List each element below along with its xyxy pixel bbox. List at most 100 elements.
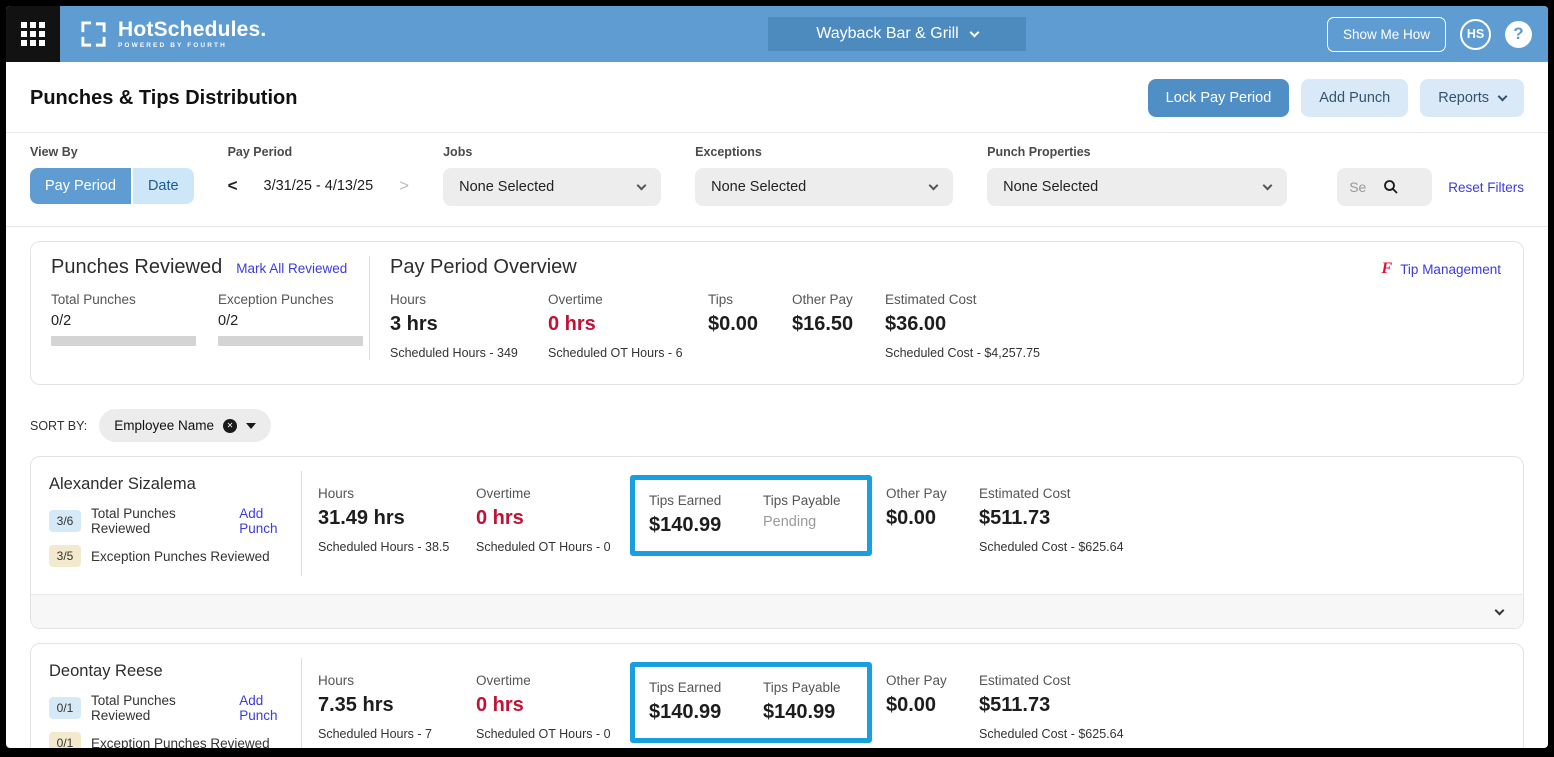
other-pay-stat: Other Pay $0.00 — [886, 660, 979, 748]
top-nav-right: Show Me How HS ? — [1326, 6, 1548, 62]
tips-earned-value: $140.99 — [649, 701, 722, 723]
search-icon[interactable] — [1383, 179, 1399, 195]
chevron-down-icon — [636, 180, 647, 190]
vertical-divider — [301, 658, 302, 748]
exception-punches-label: Exception Punches — [218, 292, 334, 307]
hours-label: Hours — [318, 486, 355, 501]
total-punches-reviewed-label: Total Punches Reviewed — [91, 506, 176, 536]
exception-punches-stat: Exception Punches 0/2 — [218, 279, 363, 346]
help-icon[interactable]: ? — [1505, 20, 1532, 48]
header-actions: Lock Pay Period Add Punch Reports — [1147, 79, 1524, 117]
exception-punches-badge: 0/1 — [49, 732, 81, 748]
pay-period-label: Pay Period — [227, 145, 293, 159]
other-pay-label: Other Pay — [886, 486, 947, 501]
chevron-down-icon — [1497, 91, 1508, 101]
hours-value: 3 hrs — [390, 313, 438, 335]
search-box — [1337, 168, 1433, 206]
overtime-value: 0 hrs — [548, 313, 596, 335]
previous-period-icon[interactable]: < — [227, 176, 238, 195]
overtime-value: 0 hrs — [476, 507, 524, 529]
punches-reviewed-section: Punches Reviewed Mark All Reviewed Total… — [51, 256, 363, 360]
add-punch-link[interactable]: Add Punch — [239, 506, 278, 536]
employee-info: Alexander Sizalema 3/6 Total Punches Rev… — [49, 471, 301, 576]
add-punch-link[interactable]: Add Punch — [239, 693, 278, 723]
overview-card: Punches Reviewed Mark All Reviewed Total… — [30, 241, 1524, 385]
remove-sort-icon[interactable] — [223, 418, 237, 433]
hours-stat: Hours 3 hrs Scheduled Hours - 349 — [390, 279, 548, 360]
lock-pay-period-button[interactable]: Lock Pay Period — [1147, 79, 1290, 117]
hours-stat: Hours 31.49 hrs Scheduled Hours - 38.5 — [318, 473, 476, 576]
hours-label: Hours — [318, 673, 355, 688]
punch-properties-select[interactable]: None Selected — [987, 168, 1288, 206]
hours-sub: Scheduled Hours - 7 — [318, 727, 432, 741]
add-punch-button[interactable]: Add Punch — [1301, 79, 1409, 117]
chevron-down-icon — [1494, 605, 1505, 616]
store-selector[interactable]: Wayback Bar & Grill — [767, 17, 1026, 51]
show-me-how-button[interactable]: Show Me How — [1326, 16, 1446, 52]
pay-period-overview-title: Pay Period Overview — [390, 256, 577, 278]
estimated-cost-stat: Estimated Cost $36.00 Scheduled Cost - $… — [885, 279, 1040, 360]
tips-label: Tips — [708, 292, 734, 307]
other-pay-stat: Other Pay $16.50 — [792, 279, 885, 360]
tips-highlight-box: Tips Earned $140.99 Tips Payable $140.99 — [630, 662, 872, 743]
reports-button-label: Reports — [1438, 90, 1489, 106]
tips-payable-value: Pending — [763, 514, 817, 530]
exception-punches-progress-bar — [218, 336, 363, 346]
mark-all-reviewed-link[interactable]: Mark All Reviewed — [236, 261, 348, 276]
filters-divider — [6, 226, 1548, 227]
chevron-down-icon — [928, 180, 939, 190]
next-period-icon[interactable]: > — [399, 176, 410, 195]
filter-bar: View By Pay Period Date Pay Period < 3/3… — [6, 133, 1548, 226]
tip-management-link[interactable]: Tip Management — [1400, 261, 1501, 277]
other-pay-value: $16.50 — [792, 313, 854, 335]
estimated-cost-value: $511.73 — [979, 507, 1051, 529]
overtime-label: Overtime — [476, 673, 531, 688]
tips-earned-value: $140.99 — [649, 514, 722, 536]
expand-card-button[interactable] — [31, 594, 1523, 628]
user-avatar[interactable]: HS — [1460, 18, 1491, 50]
estimated-cost-label: Estimated Cost — [885, 292, 977, 307]
other-pay-value: $0.00 — [886, 694, 937, 716]
hours-sub: Scheduled Hours - 349 — [390, 346, 518, 360]
overtime-stat: Overtime 0 hrs Scheduled OT Hours - 0 — [476, 660, 636, 748]
total-punches-badge: 3/6 — [49, 510, 81, 532]
app-launcher-button[interactable] — [6, 6, 60, 62]
estimated-cost-stat: Estimated Cost $511.73 Scheduled Cost - … — [979, 660, 1124, 748]
sort-chip-employee-name[interactable]: Employee Name — [99, 409, 271, 442]
chevron-down-icon — [1262, 180, 1273, 190]
overtime-label: Overtime — [476, 486, 531, 501]
exception-punches-reviewed-label: Exception Punches Reviewed — [91, 548, 270, 564]
reset-filters-link[interactable]: Reset Filters — [1448, 179, 1524, 195]
tips-payable-label: Tips Payable — [763, 493, 841, 508]
estimated-cost-label: Estimated Cost — [979, 486, 1071, 501]
tips-stat: Tips $0.00 — [708, 279, 792, 360]
chevron-down-icon — [969, 27, 980, 37]
hotschedules-logo: HotSchedules. POWERED BY FOURTH — [60, 6, 266, 62]
overtime-sub: Scheduled OT Hours - 0 — [476, 540, 611, 554]
vertical-divider — [301, 471, 302, 576]
view-by-label: View By — [30, 145, 78, 159]
punch-properties-select-value: None Selected — [1003, 179, 1099, 195]
reports-button[interactable]: Reports — [1420, 79, 1524, 117]
store-selector-label: Wayback Bar & Grill — [816, 25, 959, 42]
jobs-select-value: None Selected — [459, 179, 555, 195]
tips-earned-label: Tips Earned — [649, 680, 722, 695]
jobs-filter-group: Jobs None Selected — [443, 145, 662, 206]
view-by-date-button[interactable]: Date — [132, 168, 194, 204]
caret-down-icon — [246, 422, 256, 429]
overtime-sub: Scheduled OT Hours - 6 — [548, 346, 683, 360]
sort-by-label: SORT BY: — [30, 418, 88, 433]
exception-punches-reviewed-label: Exception Punches Reviewed — [91, 735, 270, 749]
tips-earned-stat: Tips Earned $140.99 — [649, 486, 737, 537]
exceptions-select[interactable]: None Selected — [695, 168, 954, 206]
overtime-value: 0 hrs — [476, 694, 524, 716]
view-by-pay-period-button[interactable]: Pay Period — [30, 168, 131, 204]
tips-payable-stat: Tips Payable Pending — [763, 486, 851, 537]
estimated-cost-value: $511.73 — [979, 694, 1051, 716]
jobs-select[interactable]: None Selected — [443, 168, 662, 206]
search-input[interactable] — [1349, 179, 1376, 195]
overtime-stat: Overtime 0 hrs Scheduled OT Hours - 0 — [476, 473, 636, 576]
hours-value: 7.35 hrs — [318, 694, 394, 716]
tip-management[interactable]: F Tip Management — [1382, 260, 1501, 278]
